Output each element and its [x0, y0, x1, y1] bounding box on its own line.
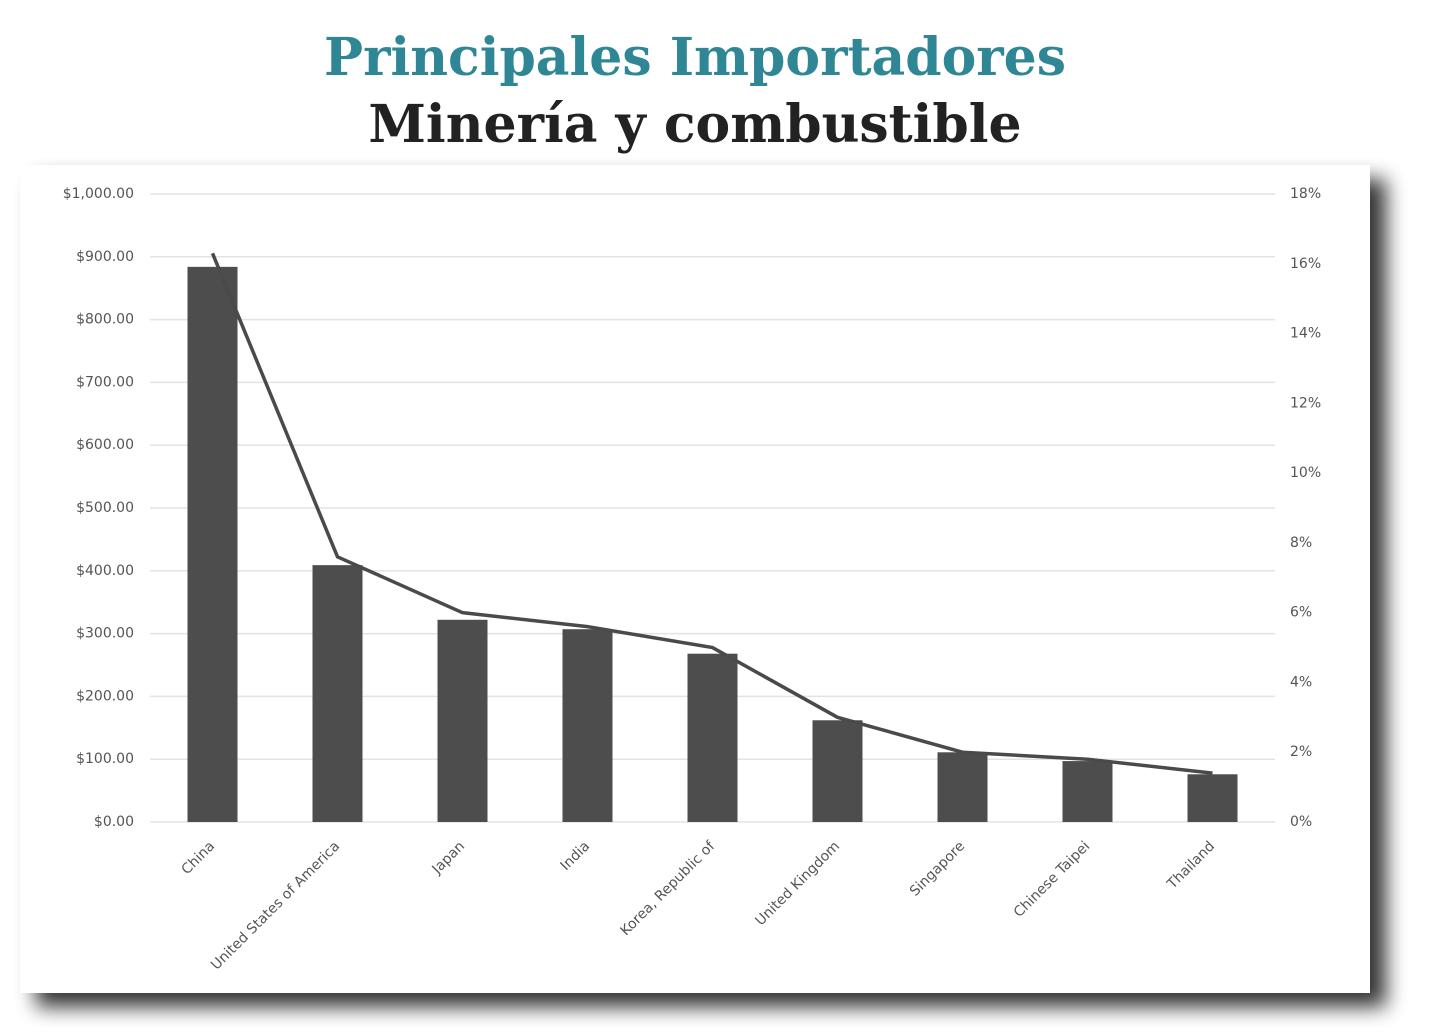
y2-tick-label: 12%	[1290, 395, 1321, 411]
line	[210, 252, 1213, 775]
y-tick-label: $800.00	[76, 312, 134, 328]
y2-tick-label: 10%	[1290, 465, 1321, 481]
y2-tick-label: 2%	[1290, 744, 1312, 760]
bar	[437, 619, 488, 822]
bar	[1062, 761, 1113, 822]
chart-title: Principales Importadores	[324, 27, 1066, 88]
bar	[562, 629, 613, 822]
bar	[1187, 774, 1238, 822]
y2-tick-label: 8%	[1290, 535, 1312, 551]
y-tick-label: $1,000.00	[63, 186, 134, 202]
y-tick-label: $700.00	[76, 374, 134, 390]
y2-tick-label: 6%	[1290, 605, 1312, 621]
plot-area: $0.00 $100.00 $200.00 $300.00 $400.00 $500.00…	[63, 186, 1321, 973]
y-tick-label: $900.00	[76, 249, 134, 265]
bar	[687, 653, 738, 822]
chart-subtitle: Minería y combustible	[368, 94, 1021, 155]
bar	[187, 266, 238, 822]
y2-tick-label: 16%	[1290, 256, 1321, 272]
y-tick-label: $600.00	[76, 437, 134, 453]
bar	[812, 720, 863, 822]
y-tick-label: $200.00	[76, 688, 134, 704]
y2-tick-label: 14%	[1290, 326, 1321, 342]
bar	[937, 752, 988, 822]
y-tick-label: $0.00	[94, 814, 134, 830]
chart-card	[20, 165, 1370, 993]
y2-tick-label: 4%	[1290, 674, 1312, 690]
y2-tick-label: 0%	[1290, 814, 1312, 830]
y-tick-label: $500.00	[76, 500, 134, 516]
y-tick-label: $300.00	[76, 626, 134, 642]
y2-tick-label: 18%	[1290, 186, 1321, 202]
y-tick-label: $100.00	[76, 751, 134, 767]
y-tick-label: $400.00	[76, 563, 134, 579]
bar	[312, 565, 363, 822]
